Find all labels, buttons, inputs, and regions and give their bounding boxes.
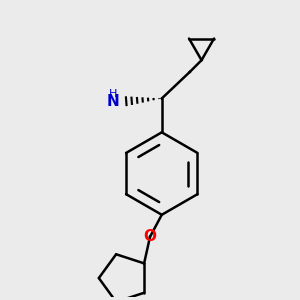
Text: N: N	[107, 94, 120, 109]
Text: H: H	[109, 89, 117, 99]
Text: O: O	[143, 230, 157, 244]
